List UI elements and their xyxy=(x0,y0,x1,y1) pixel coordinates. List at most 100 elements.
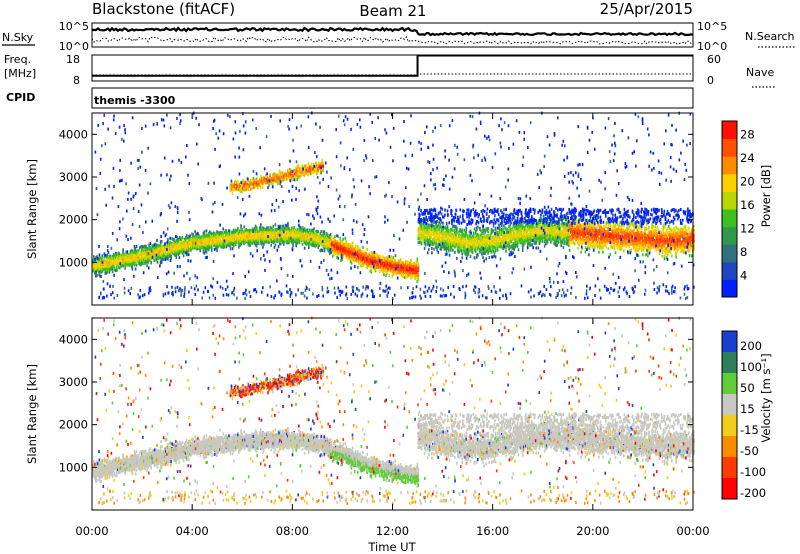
power-cell xyxy=(100,266,102,269)
power-cell xyxy=(313,227,315,231)
power-cell xyxy=(149,254,151,258)
power-cell xyxy=(170,251,172,255)
power-cell xyxy=(329,233,332,236)
power-cell xyxy=(414,276,416,280)
power-cell xyxy=(135,254,138,258)
power-cell xyxy=(173,239,175,243)
power-cell xyxy=(417,278,420,282)
power-cell xyxy=(129,258,132,262)
power-cell xyxy=(391,260,394,264)
nave-label: Nave xyxy=(746,66,774,79)
power-cell xyxy=(175,255,178,259)
power-cell xyxy=(144,251,146,255)
power-cell xyxy=(94,264,96,268)
power-cell xyxy=(120,254,122,258)
power-cell xyxy=(405,276,407,280)
power-cell xyxy=(146,264,148,268)
power-cell xyxy=(277,245,280,249)
power-cell xyxy=(97,261,99,265)
power-cell xyxy=(140,255,142,259)
power-cell xyxy=(255,226,258,230)
power-cell xyxy=(96,261,98,265)
power-cell xyxy=(126,263,128,267)
power-cell xyxy=(119,259,121,263)
power-cell xyxy=(130,259,133,262)
power-cell xyxy=(243,225,245,229)
power-cell xyxy=(417,273,420,277)
power-cell xyxy=(104,259,107,263)
power-cell xyxy=(166,245,168,249)
power-cell xyxy=(339,236,341,240)
power-cell xyxy=(115,269,117,272)
power-cell xyxy=(323,230,326,234)
power-cell xyxy=(452,229,454,233)
power-cell xyxy=(116,258,118,262)
power-cell xyxy=(115,251,117,255)
power-cell xyxy=(125,259,127,263)
power-cell xyxy=(131,263,134,267)
power-cell xyxy=(103,263,106,267)
nsearch-trace xyxy=(91,36,694,45)
power-cell xyxy=(131,252,134,256)
power-cell xyxy=(130,251,133,255)
power-cell xyxy=(169,242,171,246)
power-cell xyxy=(130,249,133,253)
power-cell xyxy=(166,255,168,259)
date-title: 25/Apr/2015 xyxy=(600,0,693,18)
power-cell xyxy=(142,250,144,254)
power-cell xyxy=(174,240,176,244)
power-cell xyxy=(147,247,149,251)
power-cell xyxy=(141,260,143,264)
power-cell xyxy=(155,248,158,252)
power-cell xyxy=(154,255,157,259)
power-cell xyxy=(124,253,126,257)
power-cell xyxy=(152,251,155,255)
power-cell xyxy=(140,252,142,255)
power-cell xyxy=(155,243,158,247)
power-cell xyxy=(115,254,117,258)
power-cell xyxy=(109,266,112,270)
power-cell xyxy=(144,253,146,257)
power-cell xyxy=(303,246,306,250)
power-cell xyxy=(103,252,106,256)
power-cell xyxy=(210,248,213,252)
power-cell xyxy=(112,264,115,268)
power-cell xyxy=(163,251,165,255)
nsky-label: N.Sky xyxy=(2,31,34,44)
power-cell xyxy=(106,262,109,265)
power-cell xyxy=(287,224,289,228)
power-cell xyxy=(431,247,433,250)
power-cell xyxy=(100,275,102,278)
power-cell xyxy=(350,261,353,265)
power-cell xyxy=(132,258,135,262)
power-cell xyxy=(279,242,282,246)
power-cell xyxy=(165,244,167,248)
power-cell xyxy=(188,253,190,257)
power-cell xyxy=(158,249,161,253)
power-cell xyxy=(308,246,310,250)
power-cell xyxy=(171,248,173,252)
power-cell xyxy=(165,248,167,252)
power-cell xyxy=(170,245,172,249)
power-cell xyxy=(131,254,134,258)
power-cell xyxy=(153,256,156,260)
nsearch-label: N.Search xyxy=(745,30,795,43)
power-cell xyxy=(109,263,112,266)
power-cell xyxy=(117,263,119,267)
power-cell xyxy=(127,263,130,267)
power-cell xyxy=(99,256,101,260)
power-cell xyxy=(102,268,104,272)
power-cell xyxy=(143,245,145,249)
power-cell xyxy=(128,256,131,260)
nsearch-tick-top: 10^5 xyxy=(697,20,727,33)
power-cell xyxy=(126,258,128,262)
power-cell xyxy=(139,257,141,260)
power-cell xyxy=(124,259,126,263)
power-cell xyxy=(231,247,234,251)
power-cell xyxy=(140,245,142,249)
power-cell xyxy=(128,261,131,265)
power-cell xyxy=(182,254,185,258)
power-cell xyxy=(454,250,456,254)
power-cell xyxy=(132,255,135,259)
power-cell xyxy=(136,255,139,259)
